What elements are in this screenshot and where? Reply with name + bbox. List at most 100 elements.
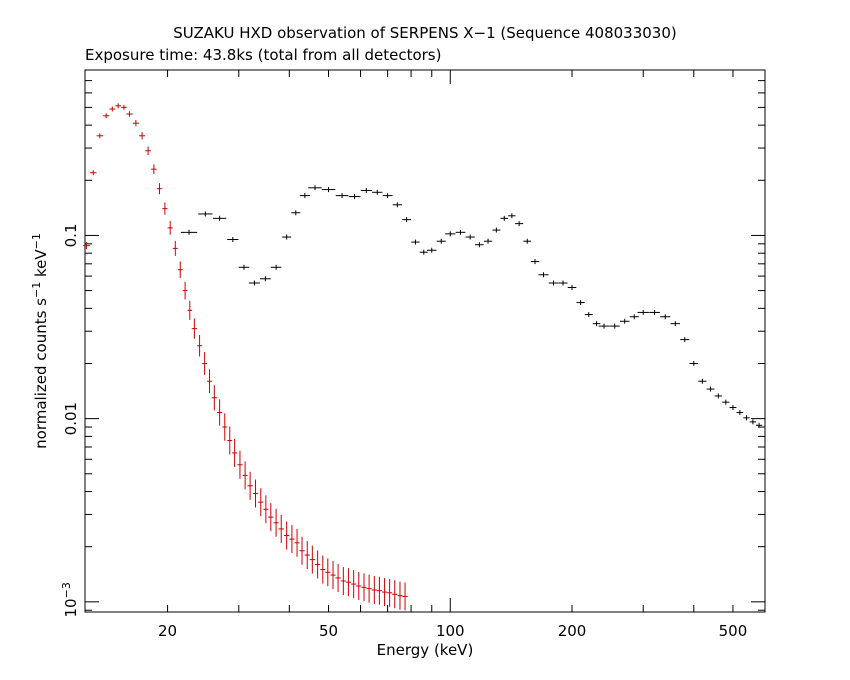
data-point xyxy=(258,488,264,517)
x-tick-label: 20 xyxy=(158,622,177,640)
data-point xyxy=(351,570,357,599)
data-point xyxy=(187,300,193,320)
data-point xyxy=(455,229,466,235)
data-point xyxy=(103,113,110,119)
data-point xyxy=(299,193,310,199)
data-point xyxy=(217,399,223,426)
y-tick-labels: 0.1 0.01 10−3 xyxy=(60,224,80,618)
data-point xyxy=(320,555,326,584)
x-axis-label: Energy (keV) xyxy=(377,641,474,659)
data-point xyxy=(268,503,274,532)
x-tick-label: 500 xyxy=(719,622,748,640)
data-point xyxy=(270,264,282,270)
data-point xyxy=(330,561,336,590)
y-tick-label-power: 10−3 xyxy=(60,582,80,617)
data-point xyxy=(382,193,393,199)
data-point xyxy=(237,450,243,479)
data-point xyxy=(197,334,203,357)
plot-frame xyxy=(84,69,766,613)
data-point xyxy=(321,187,336,193)
data-point xyxy=(249,280,260,286)
data-point xyxy=(538,272,549,278)
y-tick-label: 0.1 xyxy=(62,224,80,248)
data-point xyxy=(736,410,744,416)
data-point xyxy=(598,323,610,329)
data-point xyxy=(483,238,493,244)
data-point xyxy=(523,238,532,244)
data-point xyxy=(689,360,699,366)
data-point xyxy=(211,385,217,411)
data-point xyxy=(180,229,198,235)
data-point xyxy=(126,111,133,117)
data-point xyxy=(371,576,377,605)
data-point xyxy=(259,276,271,282)
data-point xyxy=(411,239,420,245)
data-point xyxy=(304,541,310,570)
data-point xyxy=(366,574,372,603)
data-point xyxy=(548,280,559,286)
series-red-spectrum xyxy=(82,103,408,611)
data-point xyxy=(227,426,233,455)
y-axis-label-exp1: −1 xyxy=(30,282,43,298)
data-point xyxy=(167,221,173,235)
data-point xyxy=(82,242,90,250)
data-point xyxy=(530,259,540,265)
data-point xyxy=(629,314,639,320)
data-point xyxy=(576,300,585,306)
y-axis-label: normalized counts s−1 keV−1 xyxy=(30,233,50,449)
data-point xyxy=(508,213,516,219)
data-point xyxy=(289,525,295,554)
data-point xyxy=(273,508,279,537)
data-point xyxy=(162,202,168,215)
data-point xyxy=(387,578,393,607)
series-black-spectrum xyxy=(180,185,763,428)
data-point xyxy=(132,120,139,127)
data-point xyxy=(309,545,315,574)
data-point xyxy=(436,238,446,244)
data-point xyxy=(558,280,568,286)
data-point xyxy=(729,405,737,411)
data-point xyxy=(619,318,630,324)
data-point xyxy=(299,536,305,565)
data-point xyxy=(335,193,349,199)
data-point xyxy=(382,578,388,607)
data-point xyxy=(402,217,412,223)
data-point xyxy=(96,133,103,139)
data-point xyxy=(139,132,146,140)
x-tick-label: 50 xyxy=(319,622,338,640)
data-point xyxy=(698,378,707,384)
data-point xyxy=(191,318,197,339)
data-point xyxy=(156,183,163,195)
data-point xyxy=(151,164,157,175)
data-point xyxy=(325,558,331,587)
data-point xyxy=(372,189,383,195)
data-point xyxy=(515,221,524,227)
data-point xyxy=(121,104,127,110)
data-point xyxy=(145,146,151,155)
data-point xyxy=(706,386,715,392)
data-point xyxy=(755,422,763,428)
data-point xyxy=(670,321,681,327)
x-tick-label: 100 xyxy=(436,622,465,640)
data-point xyxy=(749,419,756,425)
chart-subtitle: Exposure time: 43.8ks (total from all de… xyxy=(85,46,441,64)
data-point xyxy=(680,337,690,343)
data-point xyxy=(213,215,227,221)
data-point xyxy=(660,314,671,320)
data-point xyxy=(89,170,97,176)
chart-title: SUZAKU HXD observation of SERPENS X−1 (S… xyxy=(173,24,677,42)
data-point xyxy=(335,563,341,592)
data-point xyxy=(222,413,228,441)
data-point xyxy=(445,231,456,237)
y-axis-label-exp2: −1 xyxy=(30,233,43,249)
x-tick-label: 200 xyxy=(558,622,587,640)
data-point xyxy=(427,247,437,253)
data-point xyxy=(609,323,620,329)
data-point xyxy=(182,281,188,300)
data-point xyxy=(714,393,723,399)
data-point xyxy=(198,211,213,217)
data-point xyxy=(465,234,475,240)
data-point xyxy=(376,576,382,605)
data-point xyxy=(247,471,253,500)
data-point xyxy=(649,309,660,315)
